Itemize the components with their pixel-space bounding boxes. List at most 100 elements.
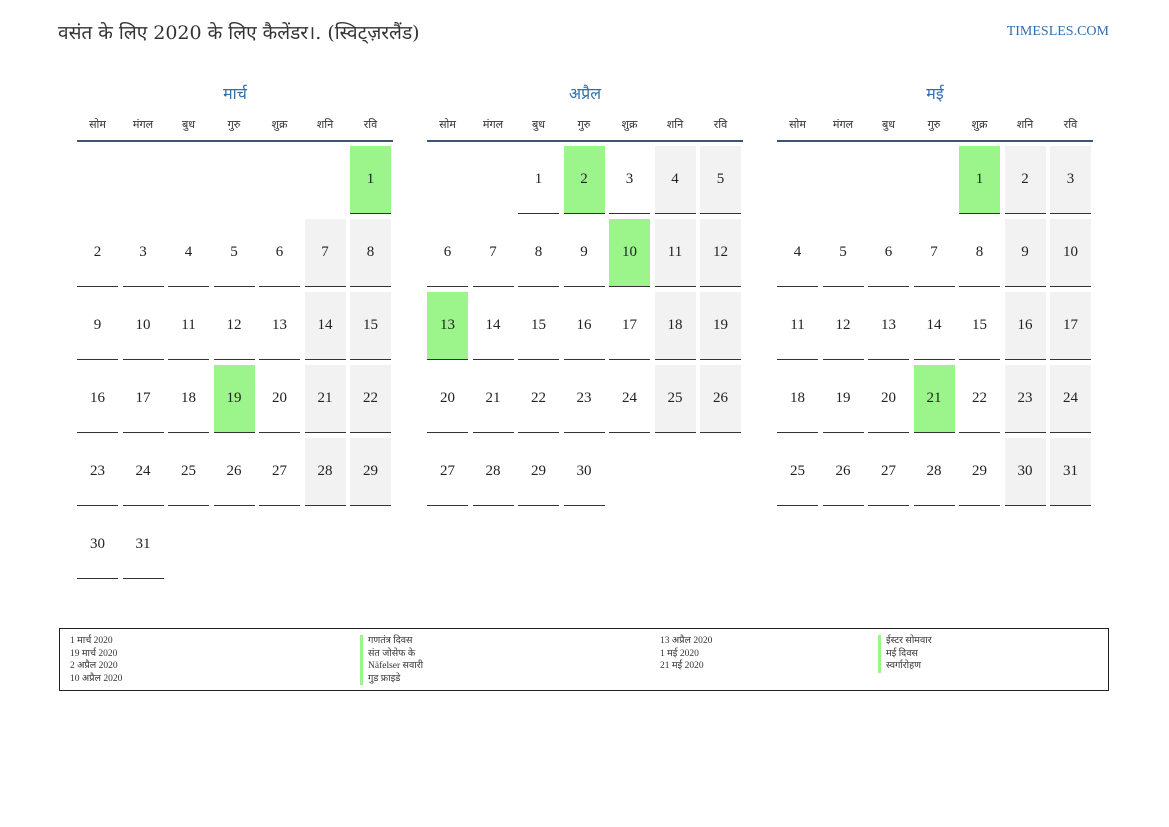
day-cell[interactable]: 6	[259, 219, 300, 287]
weekday-label: शुक्र	[271, 118, 288, 131]
day-cell[interactable]: 3	[122, 219, 164, 287]
day-cell[interactable]: 8	[518, 219, 559, 287]
day-cell[interactable]: 4	[654, 146, 696, 214]
day-cell[interactable]: 29	[350, 438, 391, 506]
holiday-day-cell[interactable]: 19	[213, 365, 255, 433]
day-cell[interactable]: 18	[777, 365, 818, 433]
day-cell[interactable]: 4	[777, 219, 818, 287]
day-cell[interactable]: 6	[427, 219, 468, 287]
day-cell[interactable]: 19	[700, 292, 741, 360]
day-cell[interactable]: 21	[472, 365, 514, 433]
day-cell[interactable]: 19	[822, 365, 864, 433]
day-cell[interactable]: 25	[777, 438, 818, 506]
day-cell[interactable]: 13	[259, 292, 300, 360]
day-cell[interactable]: 29	[518, 438, 559, 506]
day-cell[interactable]: 18	[168, 365, 209, 433]
day-cell[interactable]: 24	[1050, 365, 1091, 433]
day-cell[interactable]: 27	[868, 438, 909, 506]
holiday-day-cell[interactable]: 2	[563, 146, 605, 214]
holiday-day-cell[interactable]: 21	[913, 365, 955, 433]
day-cell[interactable]: 30	[563, 438, 605, 506]
day-cell[interactable]: 11	[168, 292, 209, 360]
day-cell[interactable]: 31	[1050, 438, 1091, 506]
day-cell[interactable]: 2	[1004, 146, 1046, 214]
day-cell[interactable]: 12	[700, 219, 741, 287]
day-cell[interactable]: 26	[213, 438, 255, 506]
day-cell[interactable]: 28	[913, 438, 955, 506]
day-cell[interactable]: 3	[1050, 146, 1091, 214]
day-cell[interactable]: 18	[654, 292, 696, 360]
day-cell[interactable]: 9	[563, 219, 605, 287]
day-cell[interactable]: 31	[122, 511, 164, 579]
day-cell[interactable]: 17	[609, 292, 650, 360]
holiday-day-cell[interactable]: 1	[959, 146, 1000, 214]
day-cell[interactable]: 16	[563, 292, 605, 360]
day-cell[interactable]: 2	[77, 219, 118, 287]
day-cell[interactable]: 20	[259, 365, 300, 433]
day-cell[interactable]: 15	[350, 292, 391, 360]
day-cell[interactable]: 14	[304, 292, 346, 360]
day-cell[interactable]: 16	[77, 365, 118, 433]
day-cell[interactable]: 17	[1050, 292, 1091, 360]
day-cell[interactable]: 14	[472, 292, 514, 360]
day-cell[interactable]: 12	[822, 292, 864, 360]
day-cell[interactable]: 25	[168, 438, 209, 506]
day-cell[interactable]: 30	[77, 511, 118, 579]
day-cell[interactable]: 4	[168, 219, 209, 287]
holiday-day-cell[interactable]: 1	[350, 146, 391, 214]
legend-right-dates: 13 अप्रैल 2020 1 मई 2020 21 मई 2020	[660, 635, 712, 673]
month-march: मार्च सोम मंगल बुध गुरु शुक्र शनि रवि 1 2 3 4 5 6 7 8 9 1…	[77, 82, 393, 584]
day-cell[interactable]: 28	[304, 438, 346, 506]
day-cell[interactable]: 14	[913, 292, 955, 360]
day-cell[interactable]: 5	[213, 219, 255, 287]
day-cell[interactable]: 1	[518, 146, 559, 214]
day-cell[interactable]: 28	[472, 438, 514, 506]
day-cell[interactable]: 8	[350, 219, 391, 287]
day-cell[interactable]: 7	[913, 219, 955, 287]
day-cell[interactable]: 23	[1004, 365, 1046, 433]
day-cell[interactable]: 13	[868, 292, 909, 360]
day-cell[interactable]: 9	[77, 292, 118, 360]
day-cell[interactable]: 9	[1004, 219, 1046, 287]
day-cell[interactable]: 8	[959, 219, 1000, 287]
day-cell[interactable]: 22	[350, 365, 391, 433]
day-cell[interactable]: 27	[259, 438, 300, 506]
day-cell[interactable]: 26	[700, 365, 741, 433]
day-cell[interactable]: 15	[959, 292, 1000, 360]
day-cell[interactable]: 11	[654, 219, 696, 287]
month-title: मार्च	[223, 84, 247, 103]
site-link[interactable]: TIMESLES.COM	[1006, 24, 1109, 39]
day-cell[interactable]: 22	[518, 365, 559, 433]
day-cell[interactable]: 26	[822, 438, 864, 506]
day-cell[interactable]: 15	[518, 292, 559, 360]
day-cell[interactable]: 25	[654, 365, 696, 433]
day-cell[interactable]: 10	[122, 292, 164, 360]
day-cell[interactable]: 3	[609, 146, 650, 214]
day-cell[interactable]: 6	[868, 219, 909, 287]
day-cell[interactable]: 20	[427, 365, 468, 433]
day-cell[interactable]: 5	[700, 146, 741, 214]
day-cell[interactable]: 30	[1004, 438, 1046, 506]
day-cell[interactable]: 22	[959, 365, 1000, 433]
day-cell[interactable]: 24	[122, 438, 164, 506]
day-cell[interactable]: 7	[472, 219, 514, 287]
day-cell[interactable]: 24	[609, 365, 650, 433]
empty-day-cell	[914, 146, 955, 214]
day-cell[interactable]: 17	[122, 365, 164, 433]
empty-day-cell	[168, 146, 209, 214]
day-cell[interactable]: 12	[213, 292, 255, 360]
weekday-label: गुरु	[227, 118, 241, 131]
day-cell[interactable]: 10	[1050, 219, 1091, 287]
day-cell[interactable]: 29	[959, 438, 1000, 506]
day-cell[interactable]: 5	[822, 219, 864, 287]
day-cell[interactable]: 23	[77, 438, 118, 506]
day-cell[interactable]: 21	[304, 365, 346, 433]
day-cell[interactable]: 11	[777, 292, 818, 360]
holiday-day-cell[interactable]: 10	[609, 219, 650, 287]
day-cell[interactable]: 23	[563, 365, 605, 433]
day-cell[interactable]: 16	[1004, 292, 1046, 360]
day-cell[interactable]: 20	[868, 365, 909, 433]
day-cell[interactable]: 27	[427, 438, 468, 506]
holiday-day-cell[interactable]: 13	[427, 292, 468, 360]
day-cell[interactable]: 7	[304, 219, 346, 287]
